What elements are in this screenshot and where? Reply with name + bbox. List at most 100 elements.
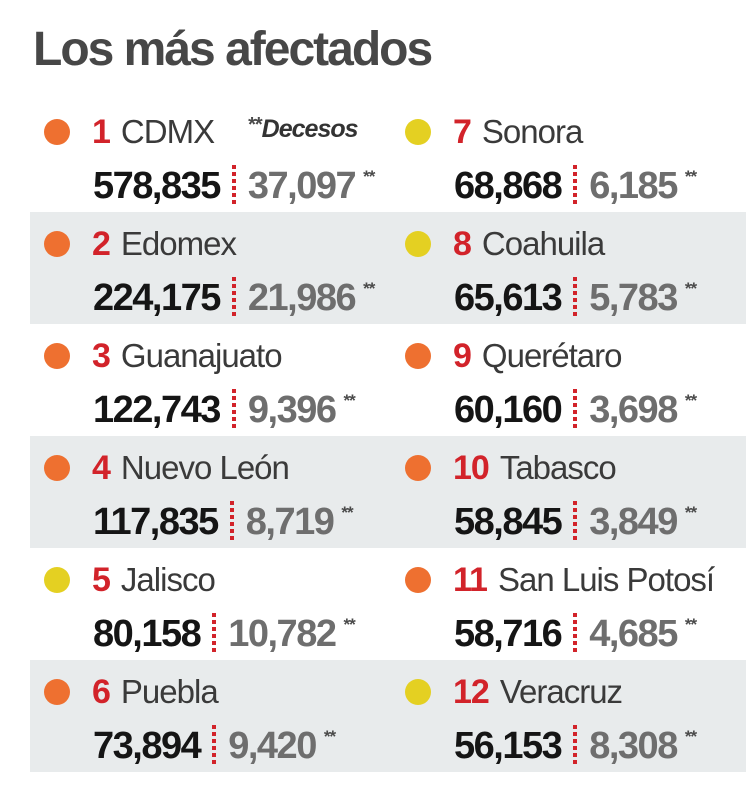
dotted-divider	[573, 613, 578, 655]
entry-figures: 578,835 37,097 **	[93, 165, 405, 207]
entry-figures: 73,894 9,420 **	[93, 725, 405, 767]
rank-number: 7	[453, 112, 472, 151]
entry-figures: 80,158 10,782 **	[93, 613, 405, 655]
entry-header: 7 Sonora	[405, 112, 746, 152]
deaths-note-asterisks: **	[248, 114, 263, 136]
deaths-footnote-marker: **	[684, 167, 697, 186]
entry-guanajuato: 3 Guanajuato 122,743 9,396 **	[30, 324, 405, 436]
entry-header: 12 Veracruz	[405, 672, 746, 712]
deaths-footnote-marker: **	[684, 727, 697, 746]
dotted-divider	[212, 613, 217, 655]
rank-number: 5	[92, 560, 111, 599]
entry-figures: 68,868 6,185 **	[454, 165, 746, 207]
state-name: CDMX	[120, 113, 215, 150]
cases-count: 73,894	[93, 724, 202, 767]
entry-header: 3 Guanajuato	[44, 336, 405, 376]
deaths-footnote-marker: **	[684, 279, 697, 298]
deaths-count: 3,698	[589, 388, 678, 431]
rank-number: 10	[453, 448, 490, 487]
cases-count: 80,158	[93, 612, 202, 655]
entry-cdmx: 1 CDMX **Decesos 578,835 37,097 **	[30, 100, 405, 212]
deaths-footnote-marker: **	[363, 279, 375, 298]
state-name: Puebla	[120, 673, 219, 710]
state-name: Guanajuato	[120, 337, 283, 374]
entry-coahuila: 8 Coahuila 65,613 5,783 **	[405, 212, 746, 324]
deaths-footnote-marker: **	[684, 391, 697, 410]
yellow-dot-icon	[405, 679, 431, 705]
rank-number: 12	[453, 672, 490, 711]
state-name: Jalisco	[120, 561, 216, 598]
entry-header: 8 Coahuila	[405, 224, 746, 264]
deaths-footnote-marker: **	[684, 503, 697, 522]
dotted-divider	[231, 165, 236, 207]
dotted-divider	[229, 501, 234, 543]
rank-number: 8	[453, 224, 472, 263]
yellow-dot-icon	[405, 231, 431, 257]
entry-puebla: 6 Puebla 73,894 9,420 **	[30, 660, 405, 772]
entry-figures: 58,845 3,849 **	[454, 501, 746, 543]
entry-jalisco: 5 Jalisco 80,158 10,782 **	[30, 548, 405, 660]
deaths-footnote-marker: **	[343, 391, 355, 410]
dotted-divider	[231, 389, 236, 431]
entry-figures: 117,835 8,719 **	[93, 501, 405, 543]
entry-header: 11 San Luis Potosí	[405, 560, 746, 600]
rank-number: 1	[92, 112, 111, 151]
orange-dot-icon	[44, 119, 70, 145]
deaths-footnote-marker: **	[684, 615, 697, 634]
entry-header: 6 Puebla	[44, 672, 405, 712]
entry-header: 1 CDMX **Decesos	[44, 112, 405, 152]
state-name: Nuevo León	[120, 449, 290, 486]
deaths-footnote-marker: **	[363, 167, 375, 186]
entry-header: 9 Querétaro	[405, 336, 746, 376]
page-title: Los más afectados	[33, 23, 433, 76]
cases-count: 58,716	[454, 612, 563, 655]
entry-figures: 56,153 8,308 **	[454, 725, 746, 767]
rank-number: 3	[92, 336, 111, 375]
cases-count: 224,175	[93, 276, 221, 319]
table-row: 3 Guanajuato 122,743 9,396 ** 9 Querétaro 60,16…	[30, 324, 746, 436]
deaths-count: 21,986	[247, 276, 357, 319]
deaths-count: 9,420	[228, 724, 317, 767]
deaths-count: 9,396	[247, 388, 337, 431]
entry-figures: 122,743 9,396 **	[93, 389, 405, 431]
deaths-footnote-marker: **	[323, 727, 336, 746]
state-name: Querétaro	[481, 337, 623, 374]
entry-figures: 58,716 4,685 **	[454, 613, 746, 655]
state-name: San Luis Potosí	[497, 561, 715, 598]
table-row: 1 CDMX **Decesos 578,835 37,097 ** 7 Sonora 68,8…	[30, 100, 746, 212]
cases-count: 68,868	[454, 164, 563, 207]
deaths-count: 6,185	[589, 164, 678, 207]
deaths-footnote-marker: **	[343, 615, 355, 634]
state-name: Edomex	[120, 225, 237, 262]
rank-number: 9	[453, 336, 472, 375]
table-row: 5 Jalisco 80,158 10,782 ** 11 San Luis Potosí 5…	[30, 548, 746, 660]
entry-nuevo-león: 4 Nuevo León 117,835 8,719 **	[30, 436, 405, 548]
table-row: 6 Puebla 73,894 9,420 ** 12 Veracruz 56,153 8,30…	[30, 660, 746, 772]
table-row: 4 Nuevo León 117,835 8,719 ** 10 Tabasco 58,845…	[30, 436, 746, 548]
deaths-count: 10,782	[228, 612, 337, 655]
entry-header: 10 Tabasco	[405, 448, 746, 488]
dotted-divider	[573, 277, 578, 319]
orange-dot-icon	[44, 679, 70, 705]
entry-tabasco: 10 Tabasco 58,845 3,849 **	[405, 436, 746, 548]
entry-header: 4 Nuevo León	[44, 448, 405, 488]
dotted-divider	[573, 389, 578, 431]
table-row: 2 Edomex 224,175 21,986 ** 8 Coahuila 65,613 5,7…	[30, 212, 746, 324]
dotted-divider	[231, 277, 236, 319]
cases-count: 122,743	[93, 388, 221, 431]
state-name: Veracruz	[499, 673, 623, 710]
entry-edomex: 2 Edomex 224,175 21,986 **	[30, 212, 405, 324]
entry-veracruz: 12 Veracruz 56,153 8,308 **	[405, 660, 746, 772]
dotted-divider	[212, 725, 217, 767]
deaths-count: 5,783	[589, 276, 678, 319]
entry-header: 2 Edomex	[44, 224, 405, 264]
orange-dot-icon	[44, 231, 70, 257]
orange-dot-icon	[44, 455, 70, 481]
cases-count: 578,835	[93, 164, 221, 207]
cases-count: 65,613	[454, 276, 563, 319]
deaths-count: 4,685	[589, 612, 678, 655]
rows-container: 1 CDMX **Decesos 578,835 37,097 ** 7 Sonora 68,8…	[30, 100, 746, 772]
orange-dot-icon	[405, 343, 431, 369]
rank-number: 6	[92, 672, 111, 711]
